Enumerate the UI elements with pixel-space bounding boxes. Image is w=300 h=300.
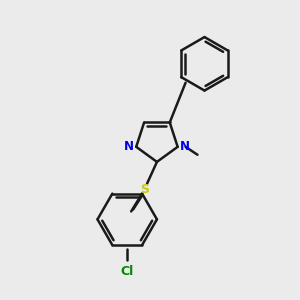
Text: Cl: Cl bbox=[121, 265, 134, 278]
Text: N: N bbox=[180, 140, 190, 153]
Text: S: S bbox=[140, 183, 149, 196]
Text: N: N bbox=[124, 140, 134, 153]
